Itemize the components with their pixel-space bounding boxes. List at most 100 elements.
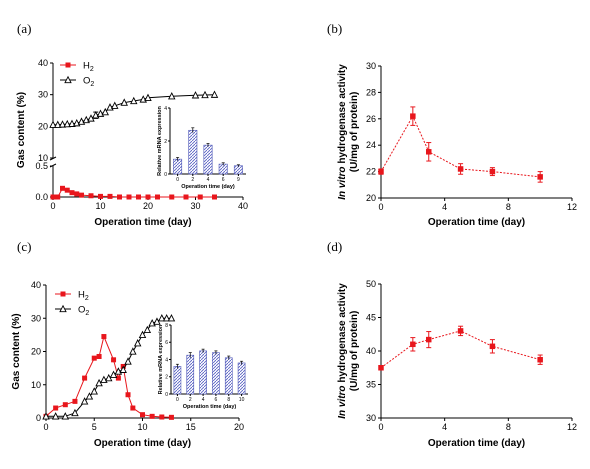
marker-d-5: [537, 356, 543, 363]
x-axis-title-c: Operation time (day): [94, 438, 191, 449]
marker-a-0-6: [79, 192, 84, 198]
marker-c-1-5: [85, 392, 94, 400]
x-tick-label-c-1: 5: [92, 422, 97, 432]
marker-b-0: [378, 168, 384, 175]
marker-a-0-8: [98, 193, 103, 199]
marker-d-3: [457, 328, 464, 334]
inset-y-tick-label-2-0: 0: [165, 392, 168, 398]
marker-a-1-20: [201, 90, 209, 99]
inset-x-axis-title-0: Operation time (day): [181, 184, 235, 190]
marker-a-0-5: [74, 191, 80, 197]
marker-c-1-22: [167, 314, 176, 322]
y-tick-label-lower-a-1: 0.5: [35, 161, 48, 171]
y-tick-label-upper-a-3: 40: [38, 58, 48, 68]
y-tick-label-c-2: 20: [31, 347, 41, 357]
legend-label-0-0: H2: [83, 61, 94, 74]
legend-label-sub-2-1: 2: [85, 310, 89, 317]
marker-c-1-4: [80, 397, 89, 405]
x-tick-label-a-0: 0: [50, 201, 55, 211]
legend-label-0-1: O2: [83, 76, 94, 89]
x-axis-title-b: Operation time (day): [428, 217, 525, 228]
x-tick-label-d-3: 12: [567, 422, 577, 432]
marker-c-1-14: [129, 347, 137, 355]
legend-label-main-2-1: O: [78, 305, 85, 316]
y-tick-label-d-4: 50: [366, 279, 376, 289]
marker-a-1-1: [54, 120, 62, 128]
x-tick-label-d-1: 4: [442, 422, 447, 432]
y-tick-label-upper-a-0: 10: [38, 153, 48, 163]
inset-bar-2-5: [237, 362, 246, 395]
marker-c-1-20: [158, 314, 166, 322]
x-tick-label-b-0: 0: [378, 202, 383, 212]
y-tick-label-c-3: 30: [31, 313, 41, 323]
inset-y-tick-label-0-1: 2: [164, 139, 167, 145]
inset-x-tick-label-2-3: 6: [215, 397, 218, 403]
y-axis-title-d: In vitro hydrogenase activity: [337, 283, 348, 419]
y-tick-label-b-1: 22: [366, 167, 376, 177]
y-axis-title-rest-d: hydrogenase activity: [337, 283, 348, 386]
marker-a-0-15: [169, 194, 175, 200]
marker-a-1-4: [68, 119, 76, 127]
y-tick-label-d-3: 45: [366, 313, 376, 323]
inset-bar-2-3: [212, 352, 220, 395]
inset-x-axis-title-2: Operation time (day): [183, 404, 237, 410]
x-tick-label-d-2: 8: [506, 422, 511, 432]
marker-c-0-4: [82, 375, 88, 381]
inset-bar-2-2: [199, 350, 207, 395]
inset-y-tick-label-2-3: 6: [165, 340, 168, 346]
inset-x-tick-label-0-2: 4: [207, 177, 210, 183]
marker-b-3: [457, 166, 464, 172]
inset-y-tick-label-2-1: 2: [165, 375, 168, 381]
marker-a-1-17: [144, 93, 152, 101]
y-axis-title-b: In vitro hydrogenase activity: [337, 64, 348, 200]
marker-a-1-11: [101, 107, 109, 116]
marker-a-0-13: [145, 194, 151, 200]
y-tick-label-d-0: 30: [366, 413, 376, 423]
marker-d-4: [489, 343, 496, 350]
series-line-d: [380, 330, 541, 369]
inset-x-tick-label-0-3: 6: [222, 177, 225, 183]
marker-c-1-15: [133, 338, 142, 347]
inset-x-tick-label-2-4: 8: [227, 397, 230, 403]
inset-bar-0-2: [203, 144, 213, 175]
marker-b-5: [537, 174, 543, 180]
y-axis-title-italic-b: In vitro: [337, 166, 348, 199]
legend-marker-2-1: [59, 304, 67, 313]
x-axis-title-a: Operation time (day): [94, 217, 191, 228]
x-axis-title-d: Operation time (day): [428, 438, 525, 449]
inset-bar-2-1: [186, 354, 195, 395]
marker-a-1-15: [130, 96, 138, 105]
marker-a-0-7: [88, 193, 94, 199]
inset-y-tick-label-0-0: 0: [164, 172, 167, 178]
inset-bar-0-1: [188, 129, 198, 175]
marker-a-0-11: [126, 194, 132, 200]
panel-letter-c: (c): [17, 239, 31, 254]
y-axis-title-italic-d: In vitro: [337, 385, 348, 418]
y-tick-label-b-4: 28: [366, 87, 376, 97]
marker-c-0-6: [96, 353, 102, 359]
marker-c-0-16: [168, 414, 174, 420]
inset-x-tick-label-0-4: 9: [237, 177, 240, 183]
marker-c-0-9: [115, 375, 121, 381]
marker-a-0-3: [64, 187, 70, 193]
x-tick-label-a-1: 10: [95, 201, 105, 211]
chart-b: 20 22 24 26 28 30 0 4 8 12 Operation time (day) In …: [337, 61, 577, 228]
marker-c-0-15: [159, 414, 165, 420]
marker-c-1-3: [71, 408, 79, 417]
marker-c-1-12: [119, 365, 127, 373]
marker-c-1-21: [162, 314, 171, 322]
marker-b-2: [426, 149, 432, 155]
x-tick-label-a-3: 30: [190, 201, 200, 211]
legend-label-sub-0-0: 2: [90, 66, 94, 73]
marker-c-0-7: [101, 334, 107, 340]
series-line-c-1: [46, 317, 172, 417]
marker-c-0-5: [91, 355, 97, 361]
marker-c-1-6: [90, 387, 98, 395]
marker-c-1-17: [143, 325, 152, 334]
x-tick-label-b-1: 4: [442, 202, 447, 212]
inset-x-tick-label-2-5: 10: [239, 397, 245, 403]
x-tick-label-a-4: 40: [238, 201, 248, 211]
marker-c-0-1: [53, 405, 59, 411]
